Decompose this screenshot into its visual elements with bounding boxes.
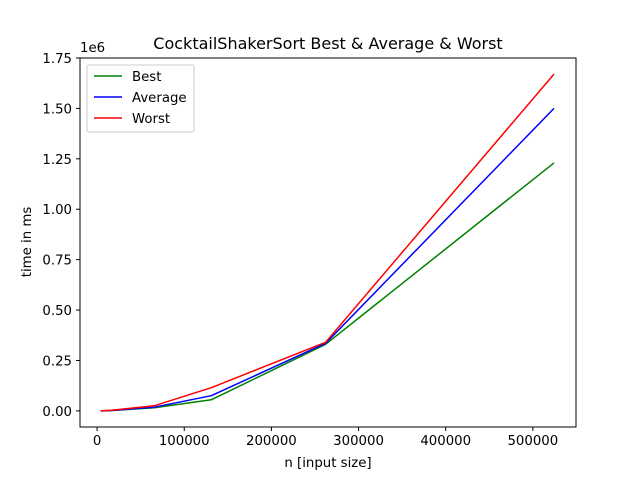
plot-frame — [79, 57, 577, 428]
x-tick-label: 400000 — [420, 434, 471, 449]
legend-label: Average — [132, 91, 187, 106]
x-tick-label: 500000 — [507, 434, 558, 449]
y-axis-label: time in ms — [20, 207, 35, 278]
x-axis: 0 100000 200000 300000 400000 500000 — [93, 427, 558, 449]
series-line-worst — [100, 73, 555, 412]
y-offset-label: 1e6 — [80, 41, 105, 56]
legend: Best Average Worst — [86, 64, 195, 133]
chart-title: CocktailShakerSort Best & Average & Wors… — [153, 34, 502, 53]
x-axis-label: n [input size] — [284, 456, 371, 471]
legend-label: Best — [132, 70, 161, 85]
y-tick-label: 1.50 — [42, 102, 72, 117]
x-tick-label: 0 — [93, 434, 101, 449]
y-tick-label: 0.50 — [42, 304, 72, 319]
x-tick-label: 100000 — [159, 434, 210, 449]
x-tick-label: 300000 — [333, 434, 384, 449]
y-tick-label: 1.25 — [42, 153, 72, 168]
legend-box — [86, 64, 195, 133]
x-tick-label: 200000 — [246, 434, 297, 449]
y-axis: 0.00 0.25 0.50 0.75 1.00 1.25 1.50 1.75 — [42, 52, 80, 420]
y-tick-label: 0.75 — [42, 254, 72, 269]
y-tick-label: 0.00 — [42, 405, 72, 420]
series-layer — [100, 73, 555, 412]
legend-label: Worst — [132, 112, 170, 127]
y-tick-label: 0.25 — [42, 354, 72, 369]
y-tick-label: 1.75 — [42, 52, 72, 67]
y-tick-label: 1.00 — [42, 203, 72, 218]
